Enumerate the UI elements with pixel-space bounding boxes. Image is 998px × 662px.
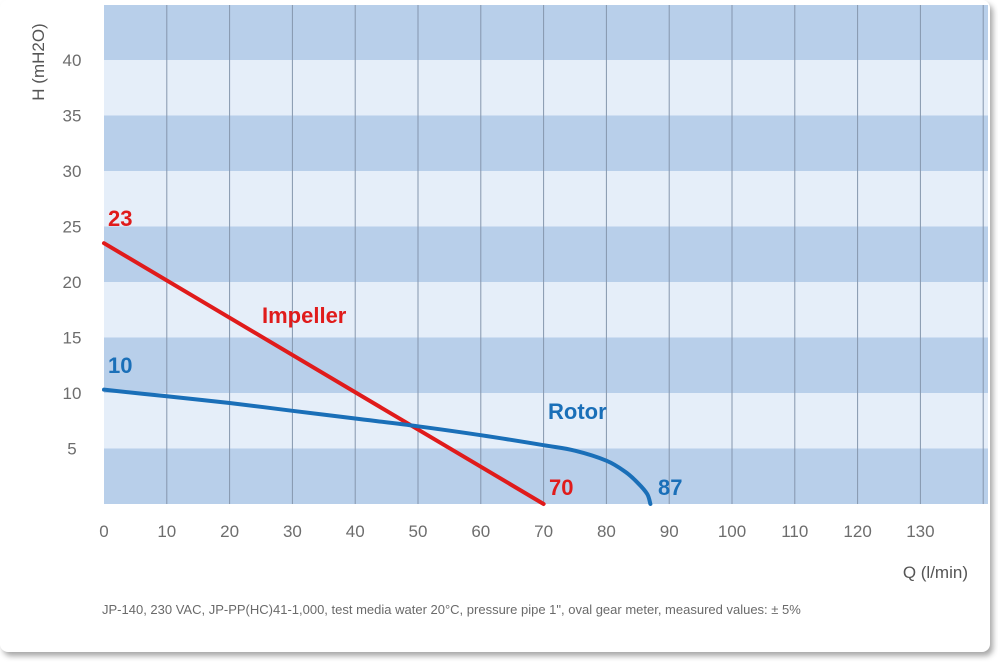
annotation-10: 10 [108,353,132,378]
y-tick-label: 20 [63,273,82,292]
x-tick-label: 50 [409,522,428,541]
y-tick-label: 10 [63,384,82,403]
annotation-87: 87 [658,475,682,500]
x-tick-label: 70 [534,522,553,541]
grid-band [104,337,988,393]
y-tick-label: 5 [67,440,76,459]
chart-footnote: JP-140, 230 VAC, JP-PP(HC)41-1,000, test… [102,602,801,617]
x-tick-label: 90 [660,522,679,541]
annotation-23: 23 [108,206,132,231]
series-line-impeller [102,241,546,506]
y-tick-label: 35 [63,107,82,126]
x-tick-label: 80 [597,522,616,541]
x-tick-label: 110 [781,522,808,541]
x-axis-label: Q (l/min) [903,563,968,582]
chart-card: 0 10 20 30 40 50 60 70 80 90 100 110 120 130 5 10 15 20 2… [29,5,988,617]
y-axis-label: H (mH2O) [29,23,48,100]
grid-band [104,226,988,282]
annotation-70: 70 [549,475,573,500]
x-tick-label: 20 [220,522,239,541]
x-tick-label: 30 [283,522,302,541]
y-tick-label: 25 [63,218,82,237]
series-line-rotor [102,387,653,506]
x-tick-label: 40 [346,522,365,541]
grid-band [104,5,988,60]
x-tick-label: 0 [99,522,108,541]
x-tick-label: 130 [906,522,934,541]
x-tick-label: 120 [843,522,871,541]
y-tick-label: 40 [63,51,82,70]
grid-band [104,448,988,504]
x-tick-label: 10 [157,522,176,541]
y-tick-label: 30 [63,162,82,181]
y-tick-label: 15 [63,329,82,348]
x-tick-label: 100 [718,522,746,541]
grid-band [104,115,988,171]
series-label-impeller: Impeller [262,303,347,328]
x-tick-label: 60 [471,522,490,541]
series-label-rotor: Rotor [548,399,607,424]
